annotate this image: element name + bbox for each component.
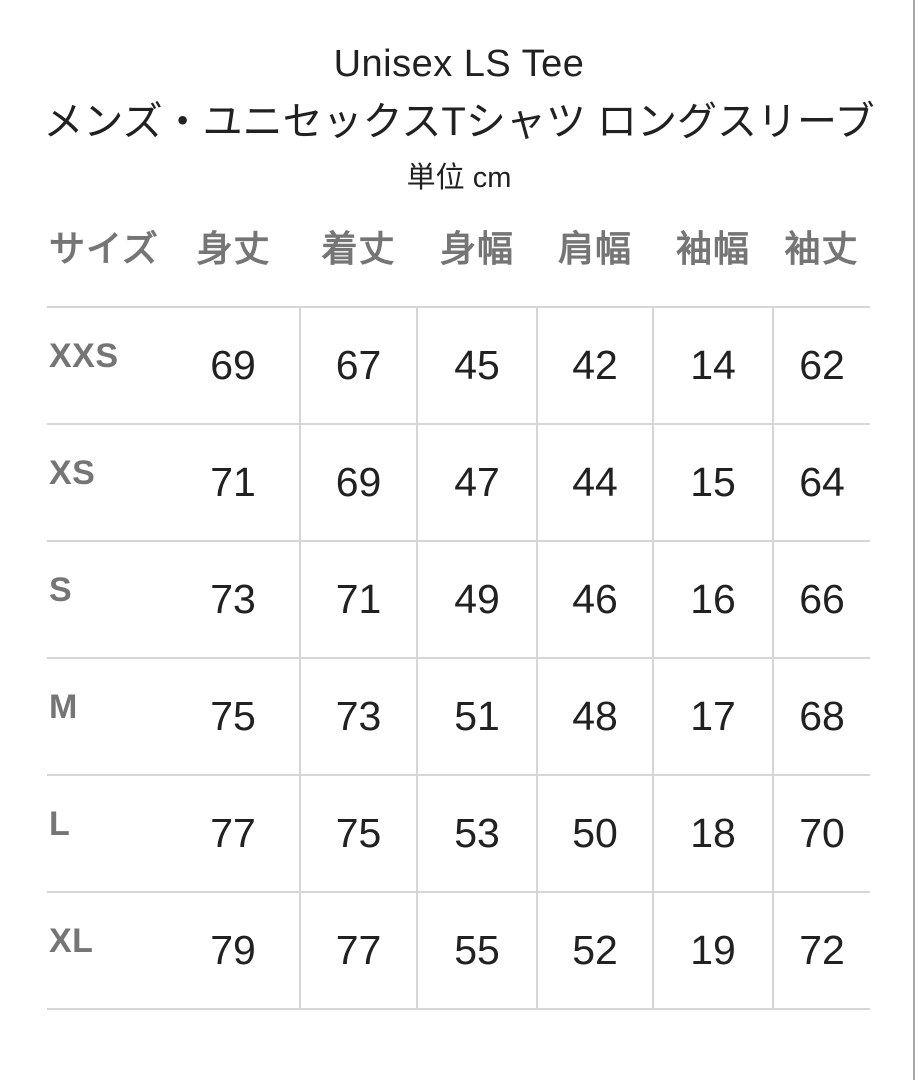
value-cell: 75 (299, 775, 417, 893)
size-cell: L (47, 775, 167, 893)
value-cell: 48 (536, 658, 653, 776)
unit-label: 単位 cm (406, 162, 512, 194)
value-cell: 18 (652, 775, 773, 893)
page-subtitle: メンズ・ユニセックスTシャツ ロングスリーブ (43, 100, 875, 144)
value-cell: 71 (299, 541, 417, 659)
value-cell: 53 (416, 775, 537, 893)
column-header-shoulder-width: 肩幅 (537, 220, 653, 308)
value-cell: 67 (299, 307, 417, 425)
value-cell: 71 (167, 424, 300, 542)
value-cell: 42 (536, 307, 653, 425)
value-cell: 73 (299, 658, 417, 776)
table-row: XXS 69 67 45 42 14 62 (47, 307, 870, 425)
value-cell: 19 (652, 892, 773, 1010)
column-header-body-length: 身丈 (167, 220, 300, 308)
value-cell: 62 (772, 307, 870, 425)
size-cell: S (47, 541, 167, 659)
value-cell: 17 (652, 658, 773, 776)
value-cell: 45 (416, 307, 537, 425)
table-row: S 73 71 49 46 16 66 (47, 541, 870, 659)
size-table: サイズ 身丈 着丈 身幅 肩幅 袖幅 袖丈 XXS 69 67 45 42 14… (47, 220, 870, 1010)
table-row: XS 71 69 47 44 15 64 (47, 424, 870, 542)
value-cell: 73 (167, 541, 300, 659)
value-cell: 66 (772, 541, 870, 659)
table-row: M 75 73 51 48 17 68 (47, 658, 870, 776)
value-cell: 44 (536, 424, 653, 542)
value-cell: 55 (416, 892, 537, 1010)
value-cell: 77 (299, 892, 417, 1010)
value-cell: 15 (652, 424, 773, 542)
value-cell: 64 (772, 424, 870, 542)
value-cell: 79 (167, 892, 300, 1010)
size-cell: XS (47, 424, 167, 542)
size-cell: M (47, 658, 167, 776)
value-cell: 50 (536, 775, 653, 893)
column-header-garment-length: 着丈 (300, 220, 417, 308)
page-edge-divider (913, 0, 915, 1080)
value-cell: 16 (652, 541, 773, 659)
value-cell: 69 (167, 307, 300, 425)
value-cell: 46 (536, 541, 653, 659)
value-cell: 51 (416, 658, 537, 776)
value-cell: 77 (167, 775, 300, 893)
size-cell: XXS (47, 307, 167, 425)
value-cell: 69 (299, 424, 417, 542)
column-header-sleeve-width: 袖幅 (653, 220, 773, 308)
value-cell: 52 (536, 892, 653, 1010)
column-header-sleeve-length: 袖丈 (773, 220, 870, 308)
value-cell: 70 (772, 775, 870, 893)
value-cell: 49 (416, 541, 537, 659)
heading-block: Unisex LS Tee メンズ・ユニセックスTシャツ ロングスリーブ 単位 … (0, 0, 918, 194)
column-header-size: サイズ (47, 220, 167, 308)
size-table-header-row: サイズ 身丈 着丈 身幅 肩幅 袖幅 袖丈 (47, 220, 870, 308)
column-header-body-width: 身幅 (417, 220, 537, 308)
page-title: Unisex LS Tee (333, 43, 585, 85)
value-cell: 75 (167, 658, 300, 776)
table-row: L 77 75 53 50 18 70 (47, 775, 870, 893)
value-cell: 68 (772, 658, 870, 776)
value-cell: 72 (772, 892, 870, 1010)
size-cell: XL (47, 892, 167, 1010)
table-row: XL 79 77 55 52 19 72 (47, 892, 870, 1010)
value-cell: 47 (416, 424, 537, 542)
value-cell: 14 (652, 307, 773, 425)
